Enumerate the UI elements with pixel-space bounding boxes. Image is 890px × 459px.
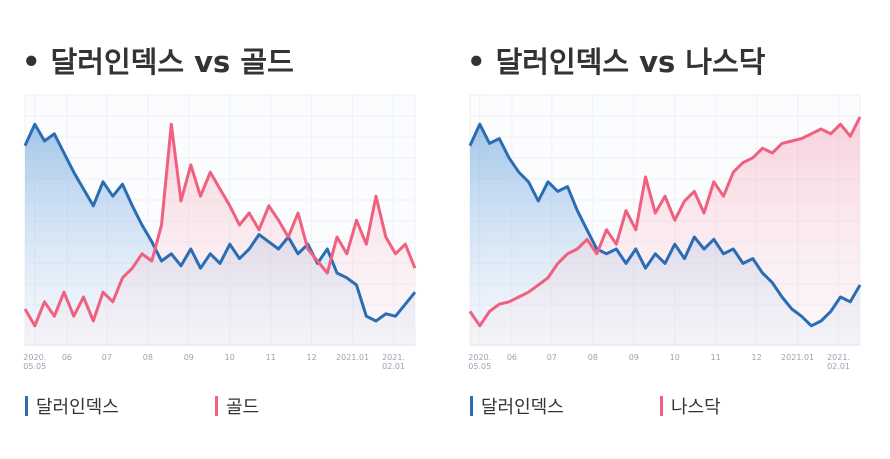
legend-label: 달러인덱스 xyxy=(481,397,564,418)
legend-label: 골드 xyxy=(226,397,259,418)
legend-label: 달러인덱스 xyxy=(36,397,119,418)
legend-swatch xyxy=(470,396,473,416)
x-tick-label: 08 xyxy=(588,353,598,362)
legend-swatch xyxy=(215,396,218,416)
x-tick-label: 09 xyxy=(629,353,639,362)
x-tick-label: 2021.01 xyxy=(781,353,814,362)
chart-title: • 달러인덱스 vs 골드 xyxy=(22,45,294,79)
legend-label: 나스닥 xyxy=(671,397,721,418)
x-tick-label: 12 xyxy=(307,353,317,362)
x-tick-label: 2021. 02.01 xyxy=(382,353,405,371)
x-tick-label: 2020. 05.05 xyxy=(468,353,491,371)
x-tick-label: 11 xyxy=(711,353,721,362)
x-tick-label: 2021. 02.01 xyxy=(827,353,850,371)
x-tick-label: 06 xyxy=(507,353,517,362)
x-tick-label: 06 xyxy=(62,353,72,362)
x-tick-label: 10 xyxy=(670,353,680,362)
line xyxy=(468,116,862,328)
x-tick-label: 2021.01 xyxy=(336,353,369,362)
x-tick-label: 08 xyxy=(143,353,153,362)
x-tick-label: 07 xyxy=(547,353,557,362)
x-tick-label: 07 xyxy=(102,353,112,362)
legend-swatch xyxy=(25,396,28,416)
area xyxy=(25,124,415,345)
x-tick-label: 2020. 05.05 xyxy=(23,353,46,371)
line xyxy=(23,122,417,323)
x-tick-label: 11 xyxy=(266,353,276,362)
area xyxy=(470,117,860,345)
legend-swatch xyxy=(660,396,663,416)
line xyxy=(23,122,417,328)
x-tick-label: 09 xyxy=(184,353,194,362)
x-tick-label: 12 xyxy=(752,353,762,362)
chart-title: • 달러인덱스 vs 나스닥 xyxy=(467,45,766,79)
x-tick-label: 10 xyxy=(225,353,235,362)
line xyxy=(468,122,862,328)
